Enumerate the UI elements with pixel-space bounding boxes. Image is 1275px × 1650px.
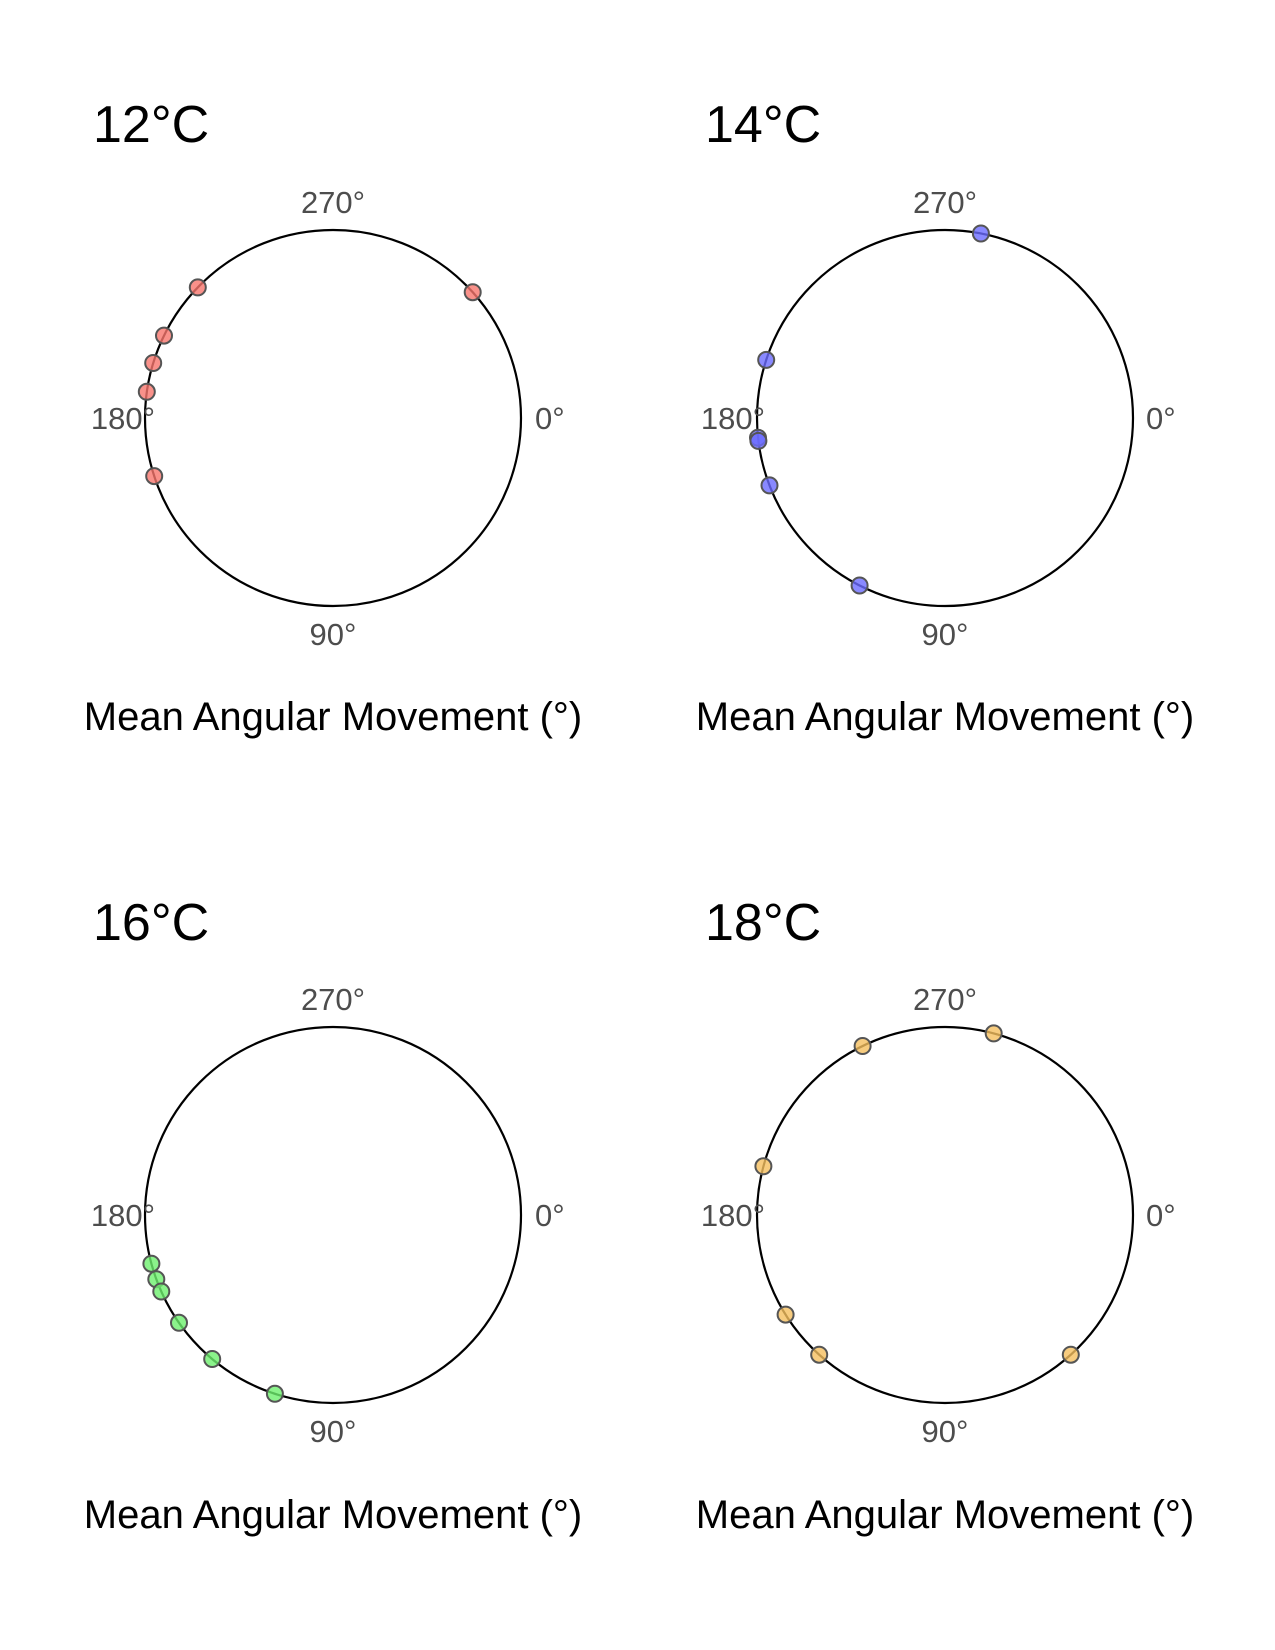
tick-label-180: 180° bbox=[91, 1198, 155, 1233]
data-point-2 bbox=[152, 1282, 171, 1301]
tick-label-90: 90° bbox=[310, 1414, 357, 1449]
tick-label-0: 0° bbox=[535, 1198, 565, 1233]
tick-label-0: 0° bbox=[1146, 401, 1176, 436]
tick-label-90: 90° bbox=[310, 617, 357, 652]
data-point-4 bbox=[760, 476, 779, 495]
data-point-5 bbox=[145, 467, 164, 486]
data-point-0 bbox=[971, 224, 990, 243]
data-points bbox=[137, 278, 482, 486]
data-point-4 bbox=[203, 1350, 222, 1368]
data-point-0 bbox=[463, 283, 482, 302]
panel-16c: 16°C 0° 90° 180° 270° Mean Angular Movem… bbox=[84, 894, 582, 1537]
panel-18c: 18°C 0° 90° 180° 270° Mean Angular Movem… bbox=[696, 894, 1194, 1537]
data-points bbox=[754, 1024, 1080, 1364]
tick-label-270: 270° bbox=[913, 185, 977, 220]
data-point-3 bbox=[749, 431, 768, 450]
data-point-4 bbox=[810, 1345, 829, 1364]
data-point-0 bbox=[142, 1254, 161, 1273]
x-axis-label: Mean Angular Movement (°) bbox=[696, 695, 1194, 739]
tick-label-180: 180° bbox=[701, 1198, 765, 1233]
data-points bbox=[749, 224, 990, 595]
panel-title: 18°C bbox=[705, 894, 821, 952]
polar-circle bbox=[143, 1025, 523, 1405]
tick-label-90: 90° bbox=[922, 1414, 969, 1449]
panel-title: 14°C bbox=[705, 96, 821, 154]
tick-label-270: 270° bbox=[913, 982, 977, 1017]
data-point-3 bbox=[144, 354, 163, 372]
tick-label-0: 0° bbox=[535, 401, 565, 436]
data-point-0 bbox=[984, 1024, 1003, 1043]
data-point-5 bbox=[265, 1384, 284, 1403]
data-point-2 bbox=[155, 326, 173, 345]
data-point-5 bbox=[850, 576, 869, 595]
tick-label-0: 0° bbox=[1146, 1198, 1176, 1233]
x-axis-label: Mean Angular Movement (°) bbox=[84, 1493, 582, 1537]
tick-label-270: 270° bbox=[301, 185, 365, 220]
data-point-5 bbox=[1061, 1345, 1080, 1364]
data-point-1 bbox=[188, 278, 207, 297]
panel-title: 16°C bbox=[93, 894, 209, 952]
polar-circle bbox=[755, 1025, 1135, 1405]
data-points bbox=[142, 1254, 284, 1403]
polar-circle bbox=[755, 228, 1135, 608]
panel-title: 12°C bbox=[93, 96, 209, 154]
data-point-1 bbox=[853, 1037, 872, 1055]
polar-circle bbox=[143, 228, 523, 608]
tick-label-180: 180° bbox=[91, 401, 155, 436]
x-axis-label: Mean Angular Movement (°) bbox=[696, 1493, 1194, 1537]
data-point-2 bbox=[754, 1157, 773, 1176]
tick-label-90: 90° bbox=[922, 617, 969, 652]
tick-label-270: 270° bbox=[301, 982, 365, 1017]
data-point-3 bbox=[776, 1305, 795, 1324]
panel-12c: 12°C 0° 90° 180° 270° Mean Angular Movem… bbox=[84, 96, 582, 739]
data-point-3 bbox=[170, 1313, 188, 1332]
x-axis-label: Mean Angular Movement (°) bbox=[84, 695, 582, 739]
data-point-1 bbox=[757, 350, 776, 369]
data-point-4 bbox=[137, 382, 156, 401]
panel-14c: 14°C 0° 90° 180° 270° Mean Angular Movem… bbox=[696, 96, 1194, 739]
